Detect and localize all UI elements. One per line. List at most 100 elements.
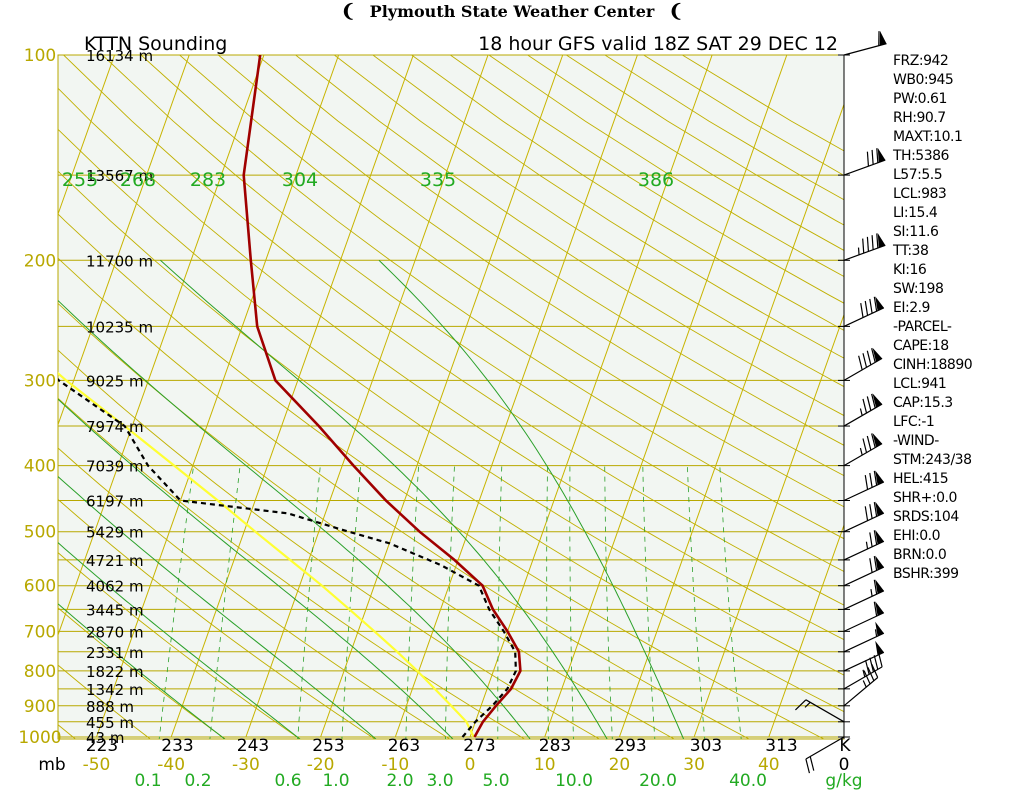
dry-adiabat xyxy=(63,55,844,606)
pressure-label: 900 xyxy=(24,697,56,717)
wind-barb xyxy=(795,699,845,723)
wind-barb xyxy=(843,601,885,632)
wind-layer xyxy=(795,30,887,774)
index-line: CAPE:18 xyxy=(893,338,949,354)
wind-barb xyxy=(843,30,887,56)
index-line: LI:15.4 xyxy=(893,205,938,221)
wind-barb xyxy=(843,233,886,261)
index-line: PW:0.61 xyxy=(893,91,947,107)
wind-barb xyxy=(843,347,883,381)
dry-adiabat xyxy=(295,55,844,417)
kelvin-label: 303 xyxy=(690,736,722,756)
grid-layer xyxy=(0,55,844,752)
pennant-left-icon: ❨ xyxy=(340,0,356,22)
mixing-ratio-label: 5.0 xyxy=(482,771,509,791)
isotherm-line xyxy=(768,523,844,738)
mixing-ratio-label: 2.0 xyxy=(386,771,413,791)
pennant-right-icon: ❨ xyxy=(668,0,684,22)
height-label: 10235 m xyxy=(86,318,153,336)
dry-adiabat xyxy=(101,55,844,572)
kelvin-label: 273 xyxy=(463,736,495,756)
kelvin-label: 313 xyxy=(765,736,797,756)
index-line: MAXT:10.1 xyxy=(893,129,963,145)
theta-e-label: 335 xyxy=(420,169,456,191)
temperature-tick-label: -30 xyxy=(232,755,260,775)
temperature-tick-label: 40 xyxy=(758,755,780,775)
banner: ❨ Plymouth State Weather Center ❨ xyxy=(0,0,1024,22)
mixing-ratio-label: 0.6 xyxy=(274,771,301,791)
wind-barb xyxy=(843,640,885,672)
dry-adiabat xyxy=(58,302,676,739)
banner-title: Plymouth State Weather Center xyxy=(369,1,655,21)
mixing-ratio-line xyxy=(497,465,503,739)
wind-barb xyxy=(843,555,885,587)
index-line: SHR+:0.0 xyxy=(893,490,957,506)
mixing-ratio-line xyxy=(341,465,361,739)
isotherm-line xyxy=(170,55,414,738)
theta-e-label: 255 xyxy=(62,169,98,191)
index-line: EHI:0.0 xyxy=(893,528,940,544)
mixing-ratio-label: 0.2 xyxy=(184,771,211,791)
isotherm-line xyxy=(96,55,340,738)
dry-adiabat xyxy=(0,55,15,752)
dry-adiabat xyxy=(58,397,526,739)
index-line: KI:16 xyxy=(893,262,927,278)
dry-adiabat xyxy=(58,128,844,676)
pressure-label: 200 xyxy=(24,251,56,271)
temperature-line xyxy=(242,55,522,738)
height-label: 7974 m xyxy=(86,418,144,436)
dry-adiabat xyxy=(372,55,844,359)
mixing-ratio-line xyxy=(209,465,241,739)
index-line: STM:243/38 xyxy=(893,452,972,468)
isotherm-line xyxy=(58,55,190,427)
index-line: SRDS:104 xyxy=(893,509,959,525)
index-line: SI:11.6 xyxy=(893,224,939,240)
kelvin-unit: K xyxy=(839,736,851,756)
index-line: HEL:415 xyxy=(893,471,949,487)
dry-adiabat xyxy=(58,664,152,739)
mixing-ratio-label: 20.0 xyxy=(639,771,677,791)
wind-barb xyxy=(843,621,885,653)
pressure-label: 400 xyxy=(24,457,56,477)
height-label: 4721 m xyxy=(86,552,144,570)
height-label: 43 m xyxy=(86,729,124,747)
temperature-tick-label: -50 xyxy=(83,755,111,775)
valid-time-label: 18 hour GFS valid 18Z SAT 29 DEC 12 xyxy=(478,33,838,55)
dry-adiabat xyxy=(58,257,751,739)
index-line: CINH:18890 xyxy=(893,357,973,373)
index-line: LFC:-1 xyxy=(893,414,935,430)
wind-barb xyxy=(843,432,883,467)
station-label: KTTN Sounding xyxy=(84,33,227,55)
wind-barb xyxy=(843,579,885,610)
temperature-tick-label: 0 xyxy=(465,755,476,775)
mixing-ratio-label: 10.0 xyxy=(555,771,593,791)
theta-e-label: 283 xyxy=(190,169,226,191)
isotherm-line xyxy=(320,55,564,738)
temperature-tick-label: 20 xyxy=(609,755,631,775)
dry-adiabat xyxy=(58,498,376,739)
pressure-label: 300 xyxy=(24,371,56,391)
dry-adiabat xyxy=(58,170,844,713)
height-label: 11700 m xyxy=(86,252,153,270)
height-label: 2331 m xyxy=(86,644,144,662)
dry-adiabat xyxy=(179,55,844,508)
index-line: RH:90.7 xyxy=(893,110,946,126)
wind-barb xyxy=(843,501,885,533)
height-label: 2870 m xyxy=(86,623,144,641)
wind-barb xyxy=(843,470,885,502)
kelvin-label: 223 xyxy=(86,736,118,756)
dry-adiabat xyxy=(58,447,451,739)
wind-barb xyxy=(843,147,886,176)
index-line: -WIND- xyxy=(893,433,939,449)
height-label: 1342 m xyxy=(86,681,144,699)
kelvin-label: 283 xyxy=(539,736,571,756)
isotherm-line xyxy=(469,55,713,738)
plot-area xyxy=(57,54,845,740)
index-line: TT:38 xyxy=(893,243,929,259)
wind-barb xyxy=(805,736,845,774)
height-label: 3445 m xyxy=(86,601,144,619)
mixing-ratio-unit: g/kg xyxy=(825,771,862,791)
mixing-ratio-line xyxy=(642,465,656,739)
moist-adiabat xyxy=(58,398,454,739)
